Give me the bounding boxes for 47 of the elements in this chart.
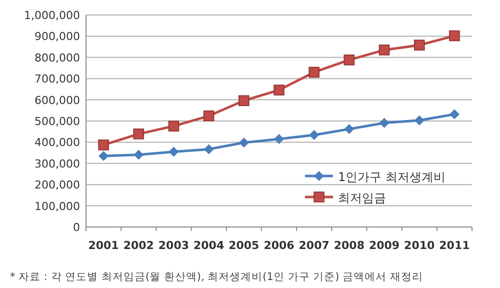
x-tick-label: 2005 <box>228 239 260 252</box>
y-tick-label: 400,000 <box>34 136 80 150</box>
point <box>133 128 144 140</box>
point <box>414 115 424 126</box>
point <box>203 110 214 122</box>
y-tick-label: 100,000 <box>34 200 80 213</box>
point <box>168 146 179 157</box>
point <box>344 54 355 66</box>
legend-label: 최저임금 <box>338 191 386 205</box>
legend-label: 1인가구 최저생계비 <box>338 170 446 184</box>
x-tick-label: 2003 <box>158 239 190 252</box>
point <box>204 144 214 154</box>
point <box>378 44 390 56</box>
point <box>98 150 109 161</box>
x-tick-label: 2007 <box>298 239 330 252</box>
y-tick-label: 500,000 <box>34 115 80 128</box>
x-tick-label: 2008 <box>334 239 364 252</box>
point <box>238 138 249 148</box>
x-tick-label: 2011 <box>439 239 470 252</box>
y-tick-label: 700,000 <box>34 72 80 86</box>
y-tick-label: 800,000 <box>34 51 80 64</box>
point <box>379 118 390 128</box>
x-tick-label: 2002 <box>123 239 154 252</box>
point <box>168 120 180 132</box>
x-tick-label: 2010 <box>404 239 436 252</box>
point <box>309 130 320 140</box>
y-tick-label: 300,000 <box>34 157 80 170</box>
point <box>308 66 320 78</box>
x-tick-label: 2006 <box>264 239 295 252</box>
x-tick-label: 2001 <box>88 239 119 252</box>
x-tick-label: 2009 <box>368 239 400 252</box>
point <box>98 140 109 150</box>
y-tick-label: 900,000 <box>34 30 80 44</box>
y-tick-label: 0 <box>73 221 80 234</box>
y-tick-label: 600,000 <box>34 94 80 107</box>
x-tick-label: 2004 <box>194 239 224 252</box>
point <box>414 40 425 51</box>
text: * 자료 : 각 연도별 최저임금(월 환산액), 최저생계비(1인 가구 기준) 금액에서 재정리 <box>10 271 423 283</box>
y-tick-label: 200,000 <box>34 178 80 192</box>
point <box>449 30 460 42</box>
point <box>274 134 284 144</box>
y-tick-label: 1,000,000 <box>24 9 80 22</box>
point <box>344 124 354 134</box>
point <box>134 150 144 160</box>
point <box>238 95 250 106</box>
point <box>449 109 460 120</box>
point <box>274 84 284 96</box>
